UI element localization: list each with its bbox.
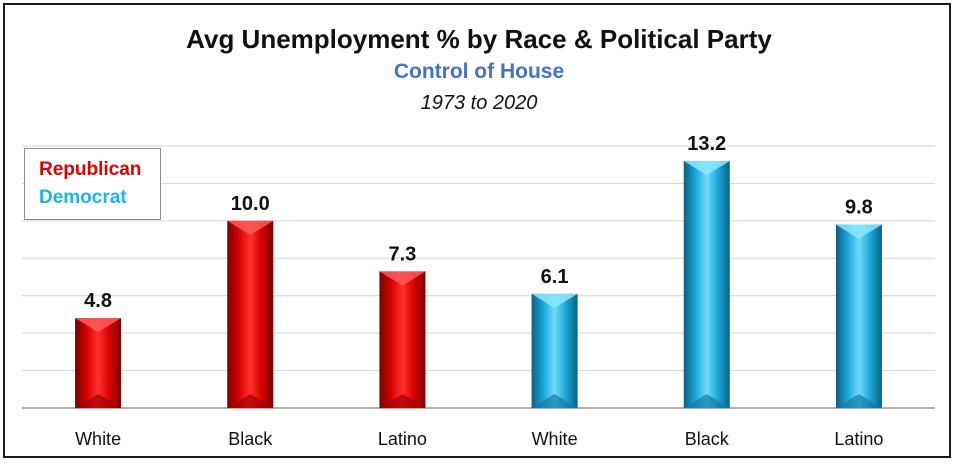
bar-top-bevel bbox=[683, 160, 730, 175]
bar-democrat-white bbox=[531, 293, 578, 408]
x-tick-label: Black bbox=[685, 429, 730, 449]
value-label: 7.3 bbox=[389, 243, 417, 265]
x-tick-label: Latino bbox=[834, 429, 883, 449]
value-label: 4.8 bbox=[84, 290, 112, 312]
bar-bottom-bevel bbox=[835, 394, 882, 408]
gridlines bbox=[22, 145, 935, 409]
value-label: 10.0 bbox=[231, 193, 270, 215]
x-tick-label: White bbox=[532, 429, 578, 449]
bar-top-bevel bbox=[531, 293, 578, 308]
legend-entry-republican: Republican bbox=[39, 159, 142, 180]
bar-bottom-bevel bbox=[75, 394, 122, 408]
bars bbox=[75, 160, 882, 408]
bar-bottom-bevel bbox=[379, 394, 426, 408]
bar-republican-black bbox=[227, 220, 274, 408]
bar-top-bevel bbox=[379, 271, 426, 286]
bar-top-bevel bbox=[835, 224, 882, 239]
bar-republican-latino bbox=[379, 271, 426, 408]
bar-body bbox=[835, 224, 882, 408]
bar-democrat-latino bbox=[835, 224, 882, 408]
bar-body bbox=[379, 271, 426, 408]
legend-entry-democrat: Democrat bbox=[39, 187, 127, 208]
value-label: 6.1 bbox=[541, 266, 569, 288]
value-label: 13.2 bbox=[687, 133, 726, 155]
value-labels: 4.8 10.0 7.3 6.1 13.2 9.8 bbox=[84, 133, 873, 312]
x-tick-label: Black bbox=[228, 429, 273, 449]
x-tick-labels: White Black Latino White Black Latino bbox=[75, 429, 883, 449]
chart-title: Avg Unemployment % by Race & Political P… bbox=[186, 24, 772, 54]
bar-republican-white bbox=[75, 318, 122, 408]
bar-bottom-bevel bbox=[683, 394, 730, 408]
value-label: 9.8 bbox=[845, 197, 873, 219]
bar-bottom-bevel bbox=[227, 394, 274, 408]
x-tick-label: Latino bbox=[378, 429, 427, 449]
chart-subtitle: Control of House bbox=[393, 60, 565, 83]
chart-period: 1973 to 2020 bbox=[420, 92, 538, 114]
chart-frame bbox=[3, 3, 951, 458]
x-tick-label: White bbox=[75, 429, 121, 449]
legend: Republican Democrat bbox=[24, 148, 161, 220]
bar-body bbox=[75, 318, 122, 408]
bar-top-bevel bbox=[227, 220, 274, 235]
bar-body bbox=[227, 220, 274, 408]
bar-body bbox=[683, 160, 730, 408]
bar-top-bevel bbox=[75, 318, 122, 333]
bar-democrat-black bbox=[683, 160, 730, 408]
bar-body bbox=[531, 293, 578, 408]
bar-bottom-bevel bbox=[531, 394, 578, 408]
